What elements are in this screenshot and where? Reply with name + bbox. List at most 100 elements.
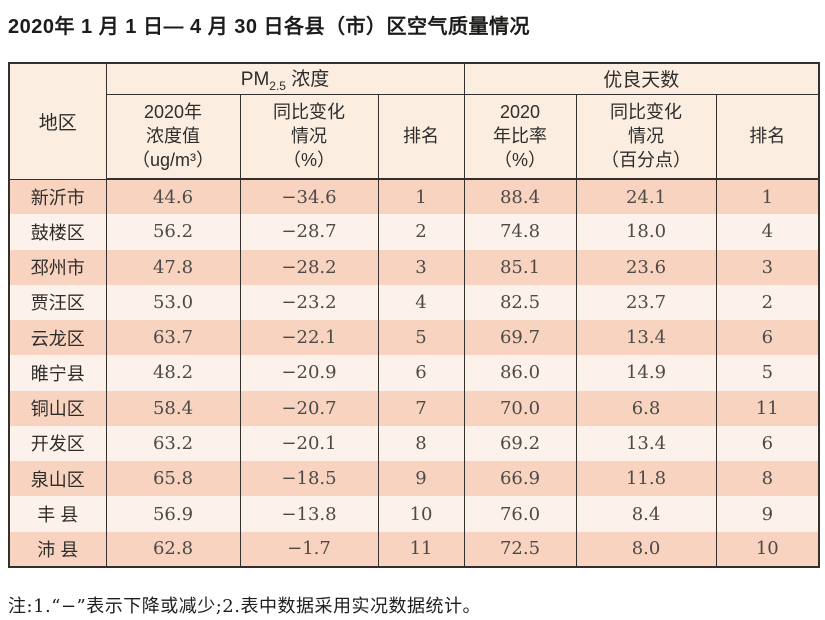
cell-pm_value: 53.0: [105, 284, 241, 321]
cell-region: 云龙区: [8, 320, 107, 356]
cell-pm_change: −23.2: [239, 284, 379, 321]
table-row: 鼓楼区 56.2 −28.7 2 74.8 18.0 4: [8, 214, 820, 250]
cell-pm_change: −18.5: [239, 461, 379, 497]
cell-good_rank: 8: [715, 461, 820, 497]
cell-good_rank: 1: [715, 179, 820, 215]
cell-pm_rank: 2: [377, 214, 465, 250]
cell-pm_change: −28.7: [239, 214, 379, 250]
cell-pm_value: 62.8: [105, 531, 241, 567]
header-pm-rank: 排名: [377, 94, 465, 180]
cell-pm_rank: 7: [377, 390, 465, 426]
cell-pm_rank: 5: [377, 320, 465, 356]
cell-pm_rank: 10: [377, 496, 465, 532]
cell-good_ratio: 86.0: [463, 355, 577, 391]
cell-good_ratio: 70.0: [463, 390, 577, 426]
cell-good_change: 24.1: [575, 179, 717, 215]
cell-pm_value: 58.4: [105, 390, 241, 426]
cell-pm_value: 56.9: [105, 496, 241, 532]
cell-pm_change: −28.2: [239, 249, 379, 285]
cell-pm_value: 63.2: [105, 425, 241, 462]
cell-good_rank: 3: [715, 249, 820, 285]
cell-pm_change: −1.7: [239, 531, 379, 567]
cell-pm_value: 48.2: [105, 355, 241, 391]
cell-good_rank: 6: [715, 320, 820, 356]
cell-pm_rank: 6: [377, 355, 465, 391]
cell-pm_change: −20.7: [239, 390, 379, 426]
cell-pm_change: −13.8: [239, 496, 379, 532]
cell-good_rank: 2: [715, 284, 820, 321]
cell-region: 丰 县: [8, 496, 107, 532]
cell-good_ratio: 85.1: [463, 249, 577, 285]
table-row: 贾汪区 53.0 −23.2 4 82.5 23.7 2: [8, 284, 820, 321]
header-pm-change: 同比变化 情况 （%）: [239, 94, 379, 180]
header-sub-row: 2020年 浓度值 （ug/m³） 同比变化 情况 （%） 排名 2020 年比…: [9, 94, 820, 180]
table-row: 邳州市 47.8 −28.2 3 85.1 23.6 3: [8, 249, 820, 285]
cell-pm_change: −20.9: [239, 355, 379, 391]
page-title: 2020年 1 月 1 日— 4 月 30 日各县（市）区空气质量情况: [8, 16, 531, 38]
cell-good_rank: 9: [715, 496, 820, 532]
cell-good_change: 14.9: [575, 355, 717, 391]
cell-pm_rank: 11: [377, 531, 465, 567]
cell-pm_value: 44.6: [105, 179, 241, 215]
table-body: 新沂市 44.6 −34.6 1 88.4 24.1 1 鼓楼区 56.2 −28.7 2 74.8 1…: [8, 179, 820, 567]
header-region: 地区: [8, 63, 107, 180]
cell-pm_rank: 1: [377, 179, 465, 215]
table-row: 铜山区 58.4 −20.7 7 70.0 6.8 11: [8, 390, 820, 426]
cell-region: 新沂市: [8, 179, 107, 215]
header-good-ratio: 2020 年比率 （%）: [463, 94, 577, 180]
header-good-change: 同比变化 情况 （百分点）: [575, 94, 717, 180]
cell-good_change: 8.0: [575, 531, 717, 567]
cell-good_change: 8.4: [575, 496, 717, 532]
cell-pm_change: −22.1: [239, 320, 379, 356]
cell-good_ratio: 88.4: [463, 179, 577, 215]
cell-good_change: 18.0: [575, 214, 717, 250]
cell-region: 睢宁县: [8, 355, 107, 391]
cell-pm_value: 65.8: [105, 461, 241, 497]
cell-pm_change: −34.6: [239, 179, 379, 215]
cell-region: 沛 县: [8, 531, 107, 567]
cell-good_rank: 5: [715, 355, 820, 391]
pm-label-prefix: PM: [240, 69, 270, 91]
cell-pm_change: −20.1: [239, 425, 379, 462]
header-pm-group: PM2.5 浓度: [105, 63, 465, 95]
header-pm-value: 2020年 浓度值 （ug/m³）: [105, 94, 241, 180]
cell-good_change: 13.4: [575, 320, 717, 356]
header-group-row: 地区 PM2.5 浓度 优良天数: [8, 63, 820, 180]
cell-good_ratio: 69.7: [463, 320, 577, 356]
cell-good_ratio: 74.8: [463, 214, 577, 250]
cell-good_ratio: 69.2: [463, 425, 577, 462]
cell-good_change: 6.8: [575, 390, 717, 426]
header-good-days-group: 优良天数: [463, 63, 820, 95]
cell-pm_rank: 9: [377, 461, 465, 497]
cell-pm_rank: 3: [377, 249, 465, 285]
cell-region: 泉山区: [8, 461, 107, 497]
table-row: 云龙区 63.7 −22.1 5 69.7 13.4 6: [8, 320, 820, 356]
header-good-rank: 排名: [715, 94, 820, 180]
footnote: 注:1.“−”表示下降或减少;2.表中数据采用实况数据统计。: [8, 596, 481, 617]
cell-good_rank: 4: [715, 214, 820, 250]
cell-good_change: 13.4: [575, 425, 717, 462]
cell-pm_value: 47.8: [105, 249, 241, 285]
cell-good_change: 11.8: [575, 461, 717, 497]
table-row: 睢宁县 48.2 −20.9 6 86.0 14.9 5: [8, 355, 820, 391]
cell-good_ratio: 72.5: [463, 531, 577, 567]
cell-pm_value: 56.2: [105, 214, 241, 250]
cell-pm_rank: 4: [377, 284, 465, 321]
cell-good_rank: 11: [715, 390, 820, 426]
cell-good_change: 23.7: [575, 284, 717, 321]
table-row: 开发区 63.2 −20.1 8 69.2 13.4 6: [8, 425, 820, 462]
table-row: 沛 县 62.8 −1.7 11 72.5 8.0 10: [8, 531, 820, 567]
table-row: 丰 县 56.9 −13.8 10 76.0 8.4 9: [8, 496, 820, 532]
cell-pm_value: 63.7: [105, 320, 241, 356]
cell-good_ratio: 76.0: [463, 496, 577, 532]
cell-good_change: 23.6: [575, 249, 717, 285]
cell-pm_rank: 8: [377, 425, 465, 462]
cell-region: 贾汪区: [8, 284, 107, 321]
cell-good_ratio: 82.5: [463, 284, 577, 321]
cell-good_ratio: 66.9: [463, 461, 577, 497]
cell-good_rank: 6: [715, 425, 820, 462]
cell-region: 开发区: [8, 425, 107, 462]
cell-good_rank: 10: [715, 531, 820, 567]
cell-region: 鼓楼区: [8, 214, 107, 250]
